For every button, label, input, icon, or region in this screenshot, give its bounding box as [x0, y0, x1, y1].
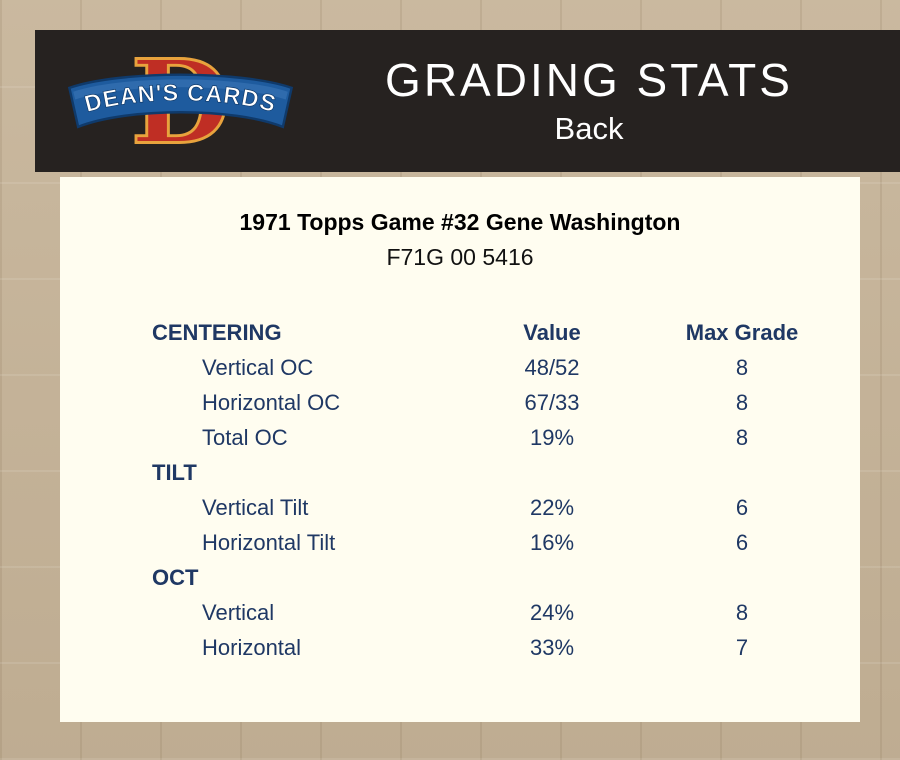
row-label: Horizontal Tilt	[202, 529, 336, 555]
header-text-block: GRADING STATS Back	[308, 55, 900, 148]
row-value: 16%	[529, 529, 575, 555]
column-header-value: Value	[523, 319, 581, 345]
row-value: 48/52	[524, 354, 580, 380]
row-label: Vertical Tilt	[202, 494, 309, 520]
row-max-grade: 8	[735, 599, 749, 625]
row-max-grade: 8	[735, 389, 749, 415]
deans-cards-logo-graphic: D DEAN'S CARDS	[67, 43, 294, 160]
grading-stats-table: CENTERING Value Max Grade Vertical OC 48…	[60, 315, 860, 665]
logo-ribbon-highlight	[73, 78, 288, 100]
row-label: Vertical OC	[202, 354, 314, 380]
deans-cards-logo: D DEAN'S CARDS	[53, 43, 308, 160]
row-max-grade: 7	[735, 634, 749, 660]
row-label: Total OC	[202, 424, 288, 450]
content-panel: 1971 Topps Game #32 Gene Washington F71G…	[60, 177, 860, 722]
table-row: Vertical 24% 8	[60, 595, 860, 630]
row-max-grade: 8	[735, 424, 749, 450]
section-header-oct: OCT	[152, 564, 199, 590]
header-bar: D DEAN'S CARDS GRADING STATS Back	[35, 30, 900, 172]
row-value: 67/33	[524, 389, 580, 415]
column-header-max-grade: Max Grade	[685, 319, 799, 345]
table-row: Vertical OC 48/52 8	[60, 350, 860, 385]
table-row: Horizontal OC 67/33 8	[60, 385, 860, 420]
row-value: 24%	[529, 599, 575, 625]
section-header-tilt: TILT	[152, 459, 197, 485]
table-row: Horizontal Tilt 16% 6	[60, 525, 860, 560]
card-serial-number: F71G 00 5416	[386, 244, 534, 270]
column-header-centering: CENTERING	[152, 319, 282, 345]
row-value: 22%	[529, 494, 575, 520]
row-label: Vertical	[202, 599, 275, 625]
row-max-grade: 8	[735, 354, 749, 380]
row-label: Horizontal OC	[202, 389, 341, 415]
table-header-row: CENTERING Value Max Grade	[60, 315, 860, 350]
page-title: GRADING STATS	[385, 53, 793, 106]
table-section-row: TILT	[60, 455, 860, 490]
table-row: Vertical Tilt 22% 6	[60, 490, 860, 525]
row-max-grade: 6	[735, 494, 749, 520]
row-max-grade: 6	[735, 529, 749, 555]
table-section-row: OCT	[60, 560, 860, 595]
card-title: 1971 Topps Game #32 Gene Washington	[239, 209, 681, 235]
row-value: 33%	[529, 634, 575, 660]
row-label: Horizontal	[202, 634, 302, 660]
table-row: Horizontal 33% 7	[60, 630, 860, 665]
page-subtitle: Back	[554, 111, 624, 147]
row-value: 19%	[529, 424, 575, 450]
table-row: Total OC 19% 8	[60, 420, 860, 455]
